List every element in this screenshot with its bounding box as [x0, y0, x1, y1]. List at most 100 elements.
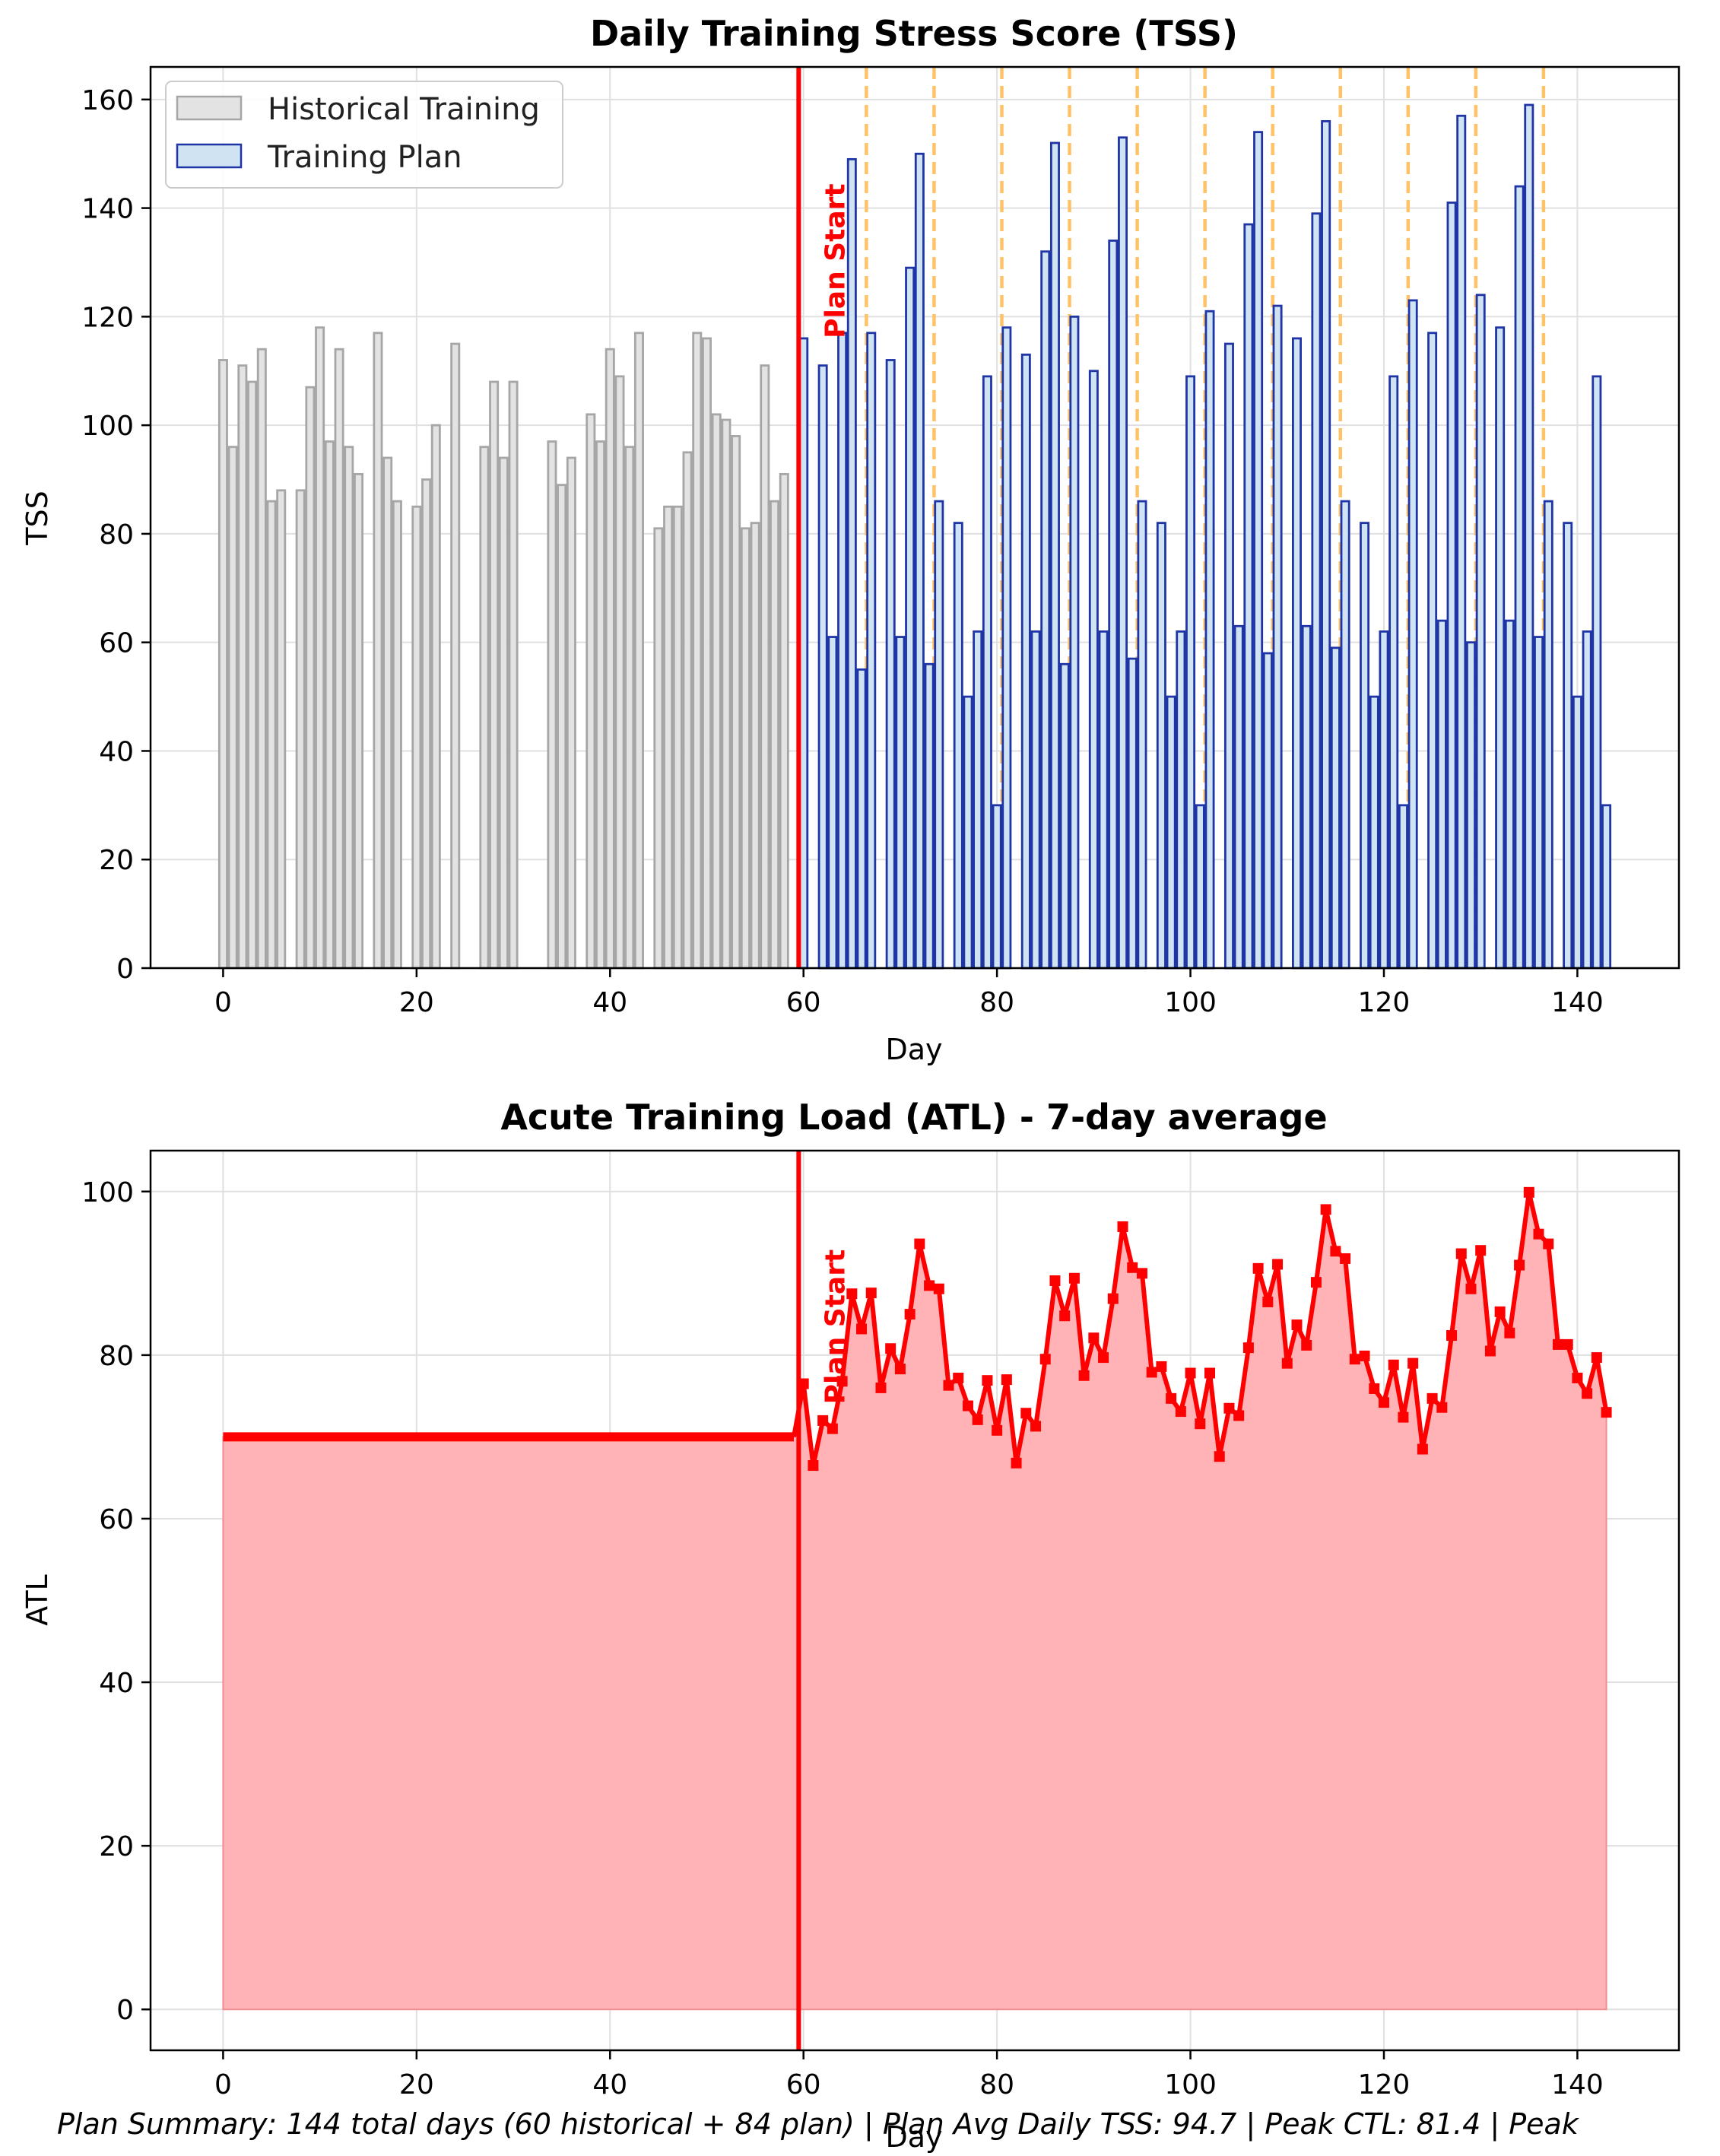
plan-tss-bar [1272, 304, 1283, 970]
historical-tss-bar [692, 332, 703, 970]
historical-tss-bar [315, 326, 325, 970]
plan-tss-bar [1436, 619, 1447, 970]
atl-plan-start-label: Plan Start [820, 1249, 851, 1405]
tss-x-tick-label: 80 [979, 987, 1014, 1018]
atl-data-point [1426, 1392, 1438, 1404]
atl-data-point [933, 1283, 944, 1294]
plan-tss-bar [1465, 641, 1476, 970]
atl-data-point [1543, 1238, 1554, 1249]
plan-tss-bar [1591, 375, 1602, 970]
atl-data-point [1262, 1296, 1274, 1307]
atl-data-point [1156, 1361, 1167, 1372]
atl-data-point [1175, 1406, 1186, 1418]
tss-y-tick-label: 80 [99, 519, 134, 551]
historical-tss-bar [508, 380, 519, 970]
atl-data-point [1582, 1388, 1593, 1399]
historical-tss-bar [266, 500, 277, 970]
plan-tss-bar [1311, 212, 1322, 970]
atl-data-point [904, 1309, 916, 1320]
plan-tss-bar [1582, 630, 1592, 970]
atl-data-point [846, 1288, 858, 1300]
historical-tss-bar [672, 505, 683, 970]
atl-y-tick-label: 20 [99, 1831, 134, 1862]
historical-tss-bar [450, 342, 461, 970]
plan-tss-bar [1534, 636, 1544, 970]
plan-tss-bar [1388, 375, 1399, 970]
plan-tss-bar [1069, 315, 1080, 970]
plan-tss-bar [1088, 370, 1099, 970]
atl-data-point [1398, 1411, 1409, 1423]
historical-tss-bar [624, 446, 635, 970]
tss-x-tick-label: 60 [786, 987, 821, 1018]
atl-data-point [1320, 1204, 1331, 1215]
historical-tss-bar [217, 359, 228, 970]
plan-tss-bar [1398, 804, 1408, 970]
atl-data-point [972, 1414, 983, 1425]
plan-tss-bar [1427, 332, 1438, 970]
atl-data-point [875, 1382, 887, 1393]
plan-tss-bar [1233, 624, 1244, 970]
historical-tss-bar [344, 446, 354, 970]
atl-data-point [1601, 1407, 1612, 1418]
plan-tss-bar [1118, 136, 1128, 970]
plan-tss-bar [1446, 202, 1457, 970]
plan-tss-bar [1253, 131, 1264, 970]
historical-tss-bar [373, 332, 383, 970]
plan-tss-bar [1321, 119, 1331, 970]
plan-tss-bar [1572, 695, 1582, 970]
historical-tss-bar [324, 440, 335, 970]
plan-tss-bar [1456, 114, 1467, 970]
plan-tss-bar [837, 332, 848, 970]
atl-data-point [1378, 1397, 1389, 1408]
historical-tss-bar [731, 435, 741, 970]
tss-x-tick-label: 100 [1164, 987, 1217, 1018]
historical-tss-bar [663, 505, 674, 970]
atl-data-point [1591, 1352, 1602, 1364]
atl-data-point [1484, 1345, 1496, 1357]
plan-tss-bar [1407, 299, 1418, 970]
historical-tss-bar [711, 413, 722, 970]
plan-tss-bar [905, 266, 916, 970]
atl-data-point [982, 1375, 993, 1386]
atl-chart: Acute Training Load (ATL) - 7-day averag… [21, 1097, 1680, 2154]
tss-chart-title: Daily Training Stress Score (TSS) [590, 13, 1238, 54]
tss-chart: Daily Training Stress Score (TSS) Plan S… [21, 13, 1680, 1066]
tss-x-tick-label: 20 [399, 987, 434, 1018]
historical-tss-bar [392, 500, 402, 970]
atl-data-point [1020, 1408, 1032, 1419]
atl-y-tick-label: 0 [116, 1995, 134, 2026]
atl-data-point [1223, 1402, 1235, 1414]
historical-tss-bar [354, 472, 364, 970]
atl-data-point [836, 1376, 848, 1387]
atl-data-point [1369, 1383, 1380, 1394]
atl-x-tick-label: 40 [592, 2069, 627, 2100]
tss-y-tick-label: 160 [81, 85, 134, 116]
plan-tss-bar [1563, 522, 1573, 970]
tss-y-tick-label: 20 [99, 845, 134, 876]
atl-data-point [1455, 1248, 1467, 1259]
historical-tss-bar [770, 500, 780, 970]
atl-data-point [1349, 1354, 1360, 1365]
atl-data-point [1407, 1357, 1419, 1369]
atl-y-tick-label: 100 [81, 1177, 134, 1208]
historical-tss-bar [760, 364, 770, 970]
atl-data-point [1359, 1350, 1370, 1361]
tss-x-label: Day [885, 1033, 942, 1066]
tss-y-tick-label: 100 [81, 411, 134, 442]
historical-tss-bar [566, 456, 576, 970]
tss-x-tick-label: 140 [1551, 987, 1604, 1018]
atl-data-point [1078, 1370, 1090, 1381]
historical-tss-bar [227, 446, 238, 970]
atl-data-point [1310, 1277, 1322, 1288]
historical-tss-bar [740, 527, 751, 970]
plan-tss-bar [1166, 695, 1176, 970]
plan-tss-bar [1195, 804, 1205, 970]
atl-data-point [1242, 1342, 1254, 1354]
plan-tss-bar [1330, 646, 1341, 970]
atl-data-point [1030, 1421, 1042, 1432]
atl-data-point [1417, 1443, 1428, 1455]
atl-data-point [1572, 1372, 1583, 1383]
atl-data-point [1195, 1418, 1206, 1430]
plan-tss-bar [1156, 522, 1166, 970]
atl-data-point [894, 1364, 906, 1375]
